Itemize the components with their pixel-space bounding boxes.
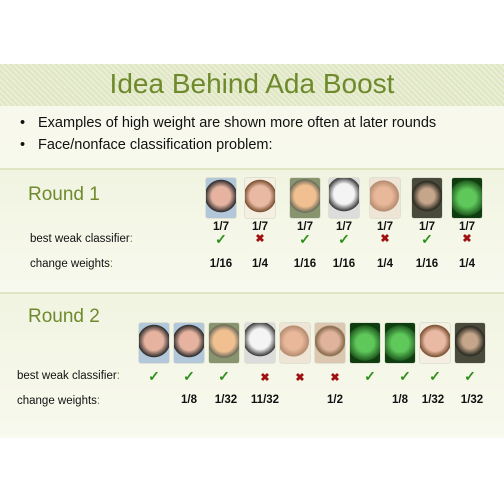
initial-weight: 1/7	[336, 221, 352, 233]
check-icon: ✓	[338, 231, 350, 247]
bullet-item: • Face/nonface classification problem:	[20, 134, 436, 156]
slide-title: Idea Behind Ada Boost	[109, 68, 395, 99]
new-weight: 1/4	[252, 258, 268, 270]
check-icon: ✓	[183, 368, 195, 384]
example-image-nonface	[370, 178, 400, 218]
row-label-classifier: best weak classifier:	[17, 370, 120, 382]
check-icon: ✓	[429, 368, 441, 384]
bullet-text: Face/nonface classification problem:	[38, 137, 273, 153]
cross-icon: ✖	[255, 233, 265, 245]
cross-icon: ✖	[260, 372, 270, 384]
cross-icon: ✖	[330, 372, 340, 384]
bullet-item: • Examples of high weight are shown more …	[20, 112, 436, 134]
check-icon: ✓	[299, 231, 311, 247]
check-icon: ✓	[399, 368, 411, 384]
example-image-nonface	[350, 323, 380, 363]
new-weight: 1/16	[293, 258, 317, 270]
new-weight: 1/32	[421, 394, 445, 406]
row-label-weights: change weights:	[30, 258, 114, 270]
example-image-nonface	[412, 178, 442, 218]
check-icon: ✓	[364, 368, 376, 384]
new-weight: 1/16	[209, 258, 233, 270]
initial-weight: 1/7	[252, 221, 268, 233]
new-weight: 1/32	[214, 394, 238, 406]
example-image-face	[290, 178, 320, 218]
example-image-face	[174, 323, 204, 363]
example-image-nonface	[455, 323, 485, 363]
cross-icon: ✖	[380, 233, 390, 245]
initial-weight: 1/7	[419, 221, 435, 233]
example-image-face	[209, 323, 239, 363]
new-weight: 1/32	[460, 394, 484, 406]
new-weight: 1/16	[415, 258, 439, 270]
example-image-face	[245, 178, 275, 218]
new-weight: 1/4	[377, 258, 393, 270]
initial-weight: 1/7	[213, 221, 229, 233]
example-image-face	[206, 178, 236, 218]
check-icon: ✓	[215, 231, 227, 247]
example-image-face	[245, 323, 275, 363]
new-weight: 1/16	[332, 258, 356, 270]
example-image-nonface	[280, 323, 310, 363]
example-image-nonface	[315, 323, 345, 363]
check-icon: ✓	[464, 368, 476, 384]
example-image-nonface	[452, 178, 482, 218]
check-icon: ✓	[218, 368, 230, 384]
initial-weight: 1/7	[377, 221, 393, 233]
cross-icon: ✖	[462, 233, 472, 245]
bullet-text: Examples of high weight are shown more o…	[38, 115, 437, 131]
new-weight: 1/8	[392, 394, 408, 406]
new-weight: 1/2	[327, 394, 343, 406]
check-icon: ✓	[148, 368, 160, 384]
example-image-face	[420, 323, 450, 363]
cross-icon: ✖	[295, 372, 305, 384]
new-weight: 1/4	[459, 258, 475, 270]
row-label-weights: change weights:	[17, 395, 101, 407]
new-weight: 11/32	[250, 394, 280, 406]
example-image-nonface	[385, 323, 415, 363]
example-image-face	[139, 323, 169, 363]
round2-section	[0, 292, 504, 434]
check-icon: ✓	[421, 231, 433, 247]
row-label-classifier: best weak classifier:	[30, 233, 133, 245]
initial-weight: 1/7	[459, 221, 475, 233]
round1-label: Round 1	[28, 184, 100, 205]
example-image-face	[329, 178, 359, 218]
round2-label: Round 2	[28, 306, 100, 327]
new-weight: 1/8	[181, 394, 197, 406]
title-band	[0, 64, 504, 106]
initial-weight: 1/7	[297, 221, 313, 233]
bullet-list: • Examples of high weight are shown more …	[20, 112, 436, 156]
